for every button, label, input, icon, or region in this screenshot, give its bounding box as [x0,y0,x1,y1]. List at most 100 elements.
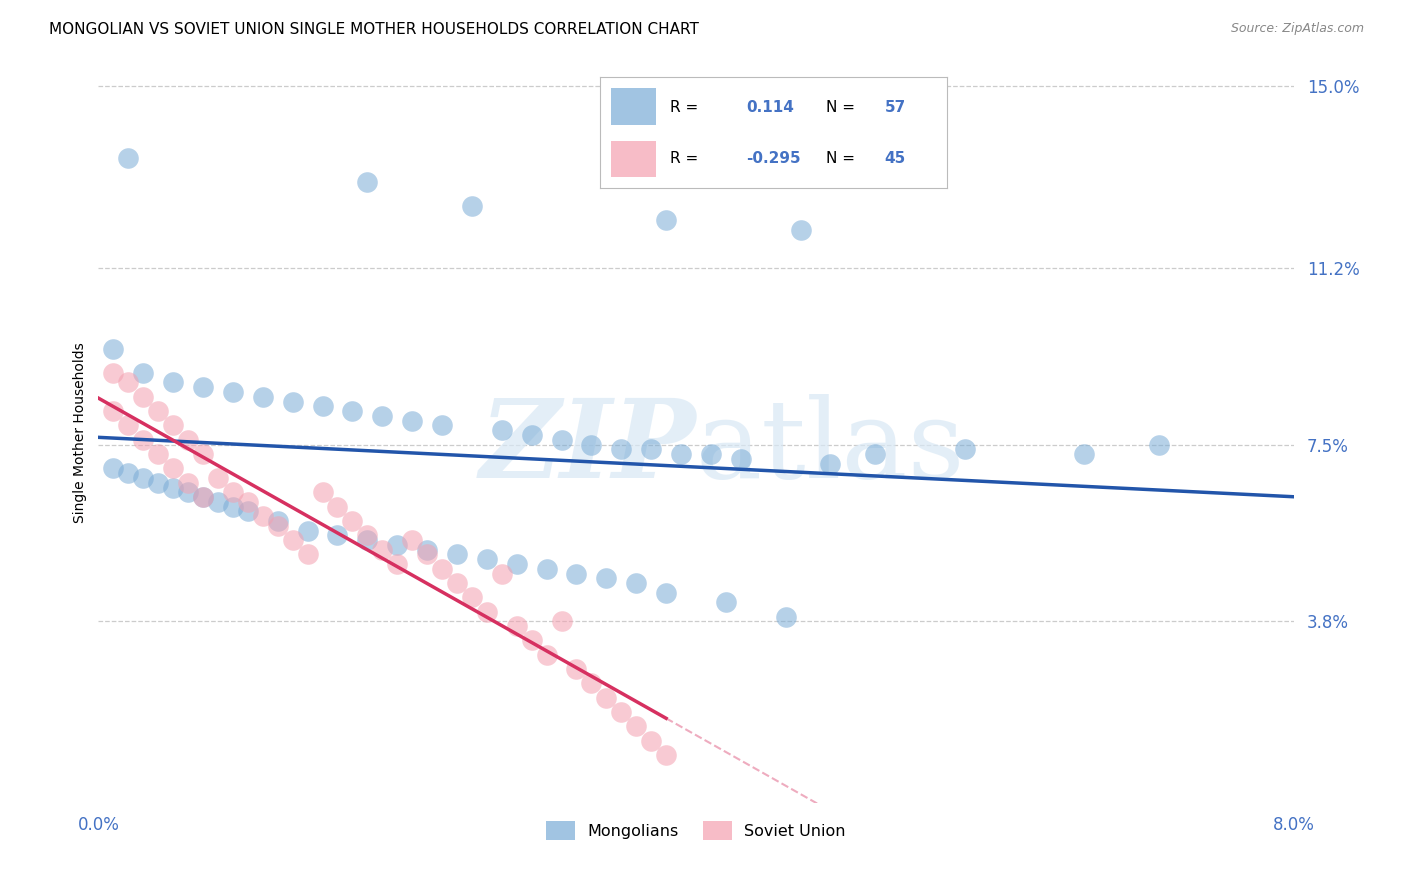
Point [281,533,304,547]
Point [775,609,797,624]
Point [162,418,184,433]
Point [610,705,633,719]
Point [326,500,349,514]
Point [953,442,976,457]
Point [595,571,617,585]
Point [416,542,439,557]
Point [103,342,125,356]
Point [820,457,842,471]
Point [132,433,155,447]
Point [191,490,214,504]
Point [177,475,200,490]
Point [550,615,572,629]
Point [117,467,139,481]
Point [581,437,603,451]
Point [730,451,752,466]
Point [281,394,304,409]
Point [475,605,498,619]
Point [177,485,200,500]
Point [162,461,184,475]
Point [222,485,245,500]
Point [461,199,484,213]
Point [506,619,529,633]
Point [191,447,214,461]
Point [640,733,662,747]
Point [311,485,333,500]
Point [865,447,887,461]
Point [191,490,214,504]
Point [148,404,170,418]
Point [461,591,484,605]
Point [148,447,170,461]
Point [430,418,453,433]
Point [550,433,572,447]
Point [401,533,423,547]
Point [356,528,378,542]
Point [536,648,558,662]
Point [191,380,214,394]
Legend: Mongolians, Soviet Union: Mongolians, Soviet Union [540,814,852,847]
Point [626,576,648,591]
Text: ZIP: ZIP [479,393,696,501]
Point [132,390,155,404]
Point [222,500,245,514]
Point [297,548,319,562]
Point [117,376,139,390]
Point [117,418,139,433]
Point [162,376,184,390]
Point [267,518,290,533]
Point [297,524,319,538]
Point [385,538,409,552]
Point [655,747,678,762]
Point [207,471,229,485]
Point [446,548,468,562]
Point [326,528,349,542]
Point [655,585,678,599]
Point [789,222,811,236]
Text: atlas: atlas [696,394,966,501]
Point [565,566,588,581]
Point [252,390,274,404]
Point [371,409,394,423]
Point [520,428,543,442]
Point [655,213,678,227]
Point [236,504,259,518]
Point [520,633,543,648]
Point [177,433,200,447]
Point [103,404,125,418]
Text: Source: ZipAtlas.com: Source: ZipAtlas.com [1230,22,1364,36]
Point [371,542,394,557]
Point [342,514,364,528]
Point [1073,447,1095,461]
Point [446,576,468,591]
Point [506,557,529,571]
Point [430,562,453,576]
Point [117,151,139,165]
Point [640,442,662,457]
Point [714,595,737,609]
Point [610,442,633,457]
Point [626,719,648,733]
Point [669,447,692,461]
Point [595,690,617,705]
Point [267,514,290,528]
Point [222,384,245,399]
Point [1147,437,1170,451]
Point [162,481,184,495]
Point [103,461,125,475]
Point [207,495,229,509]
Point [148,475,170,490]
Text: MONGOLIAN VS SOVIET UNION SINGLE MOTHER HOUSEHOLDS CORRELATION CHART: MONGOLIAN VS SOVIET UNION SINGLE MOTHER … [49,22,699,37]
Point [356,175,378,189]
Point [401,414,423,428]
Point [565,662,588,676]
Point [700,447,723,461]
Point [356,533,378,547]
Point [536,562,558,576]
Point [581,676,603,690]
Point [132,471,155,485]
Point [342,404,364,418]
Point [132,366,155,380]
Point [236,495,259,509]
Point [416,548,439,562]
